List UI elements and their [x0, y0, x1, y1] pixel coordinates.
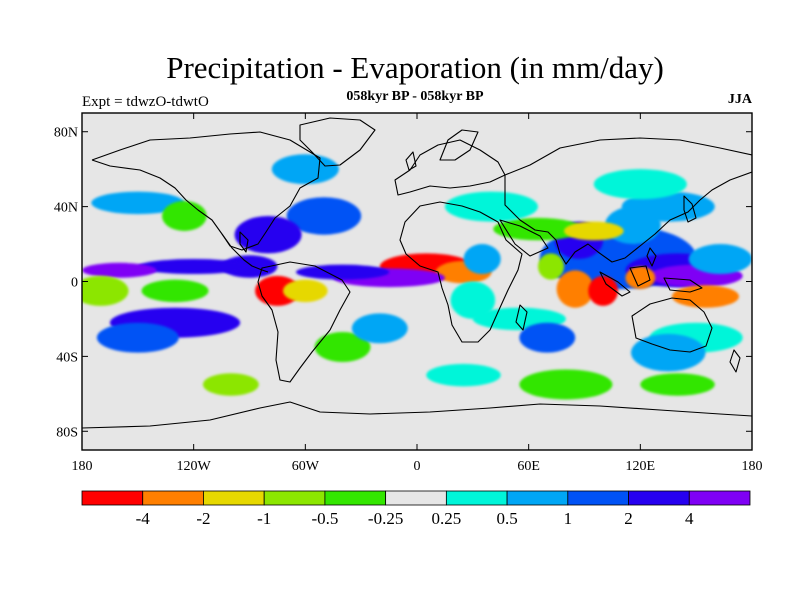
lon-tick-label-2: 60W [292, 459, 320, 474]
pe-field-layer [82, 154, 752, 400]
pe-region-14 [671, 285, 739, 308]
pe-region-25 [234, 215, 302, 254]
pe-region-36 [162, 200, 207, 231]
coastline-central-america [221, 233, 269, 273]
experiment-label: Expt = tdwzO-tdwtO [82, 94, 209, 110]
lon-tick-label-6: 180 [742, 459, 763, 474]
colorbar-label-0: -4 [136, 509, 151, 528]
colorbar-box-0 [81, 490, 144, 506]
pe-region-39 [351, 313, 408, 344]
pe-region-13 [625, 266, 656, 289]
chart-title: Precipitation - Evaporation (in mm/day) [166, 50, 664, 85]
colorbar-box-7 [506, 490, 569, 506]
colorbar-label-7: 1 [564, 509, 573, 528]
pe-region-20 [450, 281, 496, 319]
coastline-scandinavia [439, 129, 479, 161]
lon-tick-label-5: 120E [626, 459, 656, 474]
pe-region-42 [519, 369, 613, 400]
coastline-north-america [91, 131, 321, 251]
coastline-florida [239, 231, 249, 253]
coastline-africa [399, 201, 523, 343]
pe-region-37 [271, 154, 339, 185]
coastline-new-zealand [729, 349, 741, 373]
colorbar-box-9 [628, 490, 690, 506]
colorbar-box-6 [445, 490, 508, 506]
coastline-antarctica [82, 401, 752, 429]
lat-tick-label-1: 40N [54, 201, 78, 216]
longitude-ticks: 180 120W 60W 0 60E 120E 180 [72, 113, 763, 474]
colorbar: -4 -2 -1 -0.5 -0.25 0.25 0.5 1 2 4 [81, 490, 751, 528]
pe-region-30 [82, 262, 157, 278]
pe-region-10 [537, 253, 565, 280]
pe-region-45 [640, 373, 715, 396]
colorbar-box-8 [567, 490, 629, 506]
pe-region-11 [556, 270, 594, 308]
colorbar-label-6: 0.5 [496, 509, 517, 528]
lon-tick-label-4: 60E [517, 459, 540, 474]
pe-region-41 [519, 322, 576, 353]
coastline-japan [683, 195, 697, 223]
lat-tick-label-2: 0 [71, 276, 78, 291]
lat-tick-label-0: 80N [54, 126, 78, 141]
lon-tick-label-3: 0 [414, 459, 421, 474]
latitude-ticks: 80N 40N 0 40S 80S [54, 126, 752, 440]
colorbar-box-1 [142, 490, 204, 506]
coastline-south-america [257, 261, 351, 383]
coastline-borneo [629, 265, 651, 287]
coastline-british-isles [405, 151, 417, 171]
pe-region-32 [96, 322, 179, 353]
season-label: JJA [727, 92, 752, 107]
pe-region-35 [91, 191, 185, 215]
colorbar-label-1: -2 [196, 509, 210, 528]
colorbar-box-10 [688, 490, 751, 506]
pe-region-3 [688, 244, 752, 275]
pe-region-21 [444, 191, 538, 222]
lon-tick-label-0: 180 [72, 459, 93, 474]
pe-region-38 [314, 332, 371, 363]
colorbar-label-2: -1 [257, 509, 271, 528]
pe-region-28 [283, 279, 328, 303]
coastline-layer [82, 117, 752, 429]
pe-region-34 [141, 279, 209, 303]
coastline-greenland [299, 117, 376, 167]
coastline-asia [504, 137, 752, 265]
colorbar-box-5 [385, 490, 447, 506]
pe-region-19 [463, 244, 501, 275]
pe-region-44 [202, 373, 259, 396]
colorbar-label-9: 4 [685, 509, 694, 528]
pe-region-12 [588, 275, 618, 306]
pe-region-6 [593, 169, 687, 200]
colorbar-label-4: -0.25 [368, 509, 403, 528]
colorbar-box-2 [203, 490, 265, 506]
pe-region-43 [426, 363, 501, 387]
lat-tick-label-3: 40S [56, 350, 78, 365]
colorbar-label-5: 0.25 [431, 509, 461, 528]
pe-region-24 [286, 197, 362, 235]
pe-region-27 [255, 275, 300, 306]
lon-tick-label-1: 120W [177, 459, 212, 474]
coastline-philippines [646, 247, 657, 267]
pe-region-8 [493, 217, 583, 241]
coastline-new-guinea [663, 277, 703, 293]
pe-region-5 [621, 191, 715, 222]
pe-region-16 [631, 333, 706, 372]
coastline-australia [631, 297, 713, 353]
pe-region-23 [296, 264, 390, 280]
coastline-indonesia-west [599, 271, 631, 297]
lat-tick-label-4: 80S [56, 425, 78, 440]
coastline-madagascar [515, 304, 528, 331]
coastline-arabia [499, 219, 549, 257]
colorbar-box-3 [263, 490, 326, 506]
colorbar-box-4 [324, 490, 387, 506]
period-subtitle: 058kyr BP - 058kyr BP [346, 89, 484, 104]
pe-region-33 [82, 275, 129, 306]
pe-region-9 [564, 221, 624, 241]
colorbar-label-3: -0.5 [311, 509, 338, 528]
colorbar-label-8: 2 [624, 509, 633, 528]
pe-region-29 [137, 259, 250, 275]
